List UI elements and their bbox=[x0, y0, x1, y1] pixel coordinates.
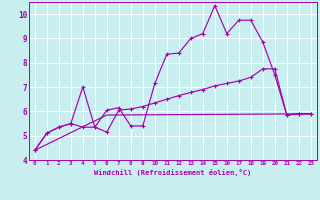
X-axis label: Windchill (Refroidissement éolien,°C): Windchill (Refroidissement éolien,°C) bbox=[94, 169, 252, 176]
